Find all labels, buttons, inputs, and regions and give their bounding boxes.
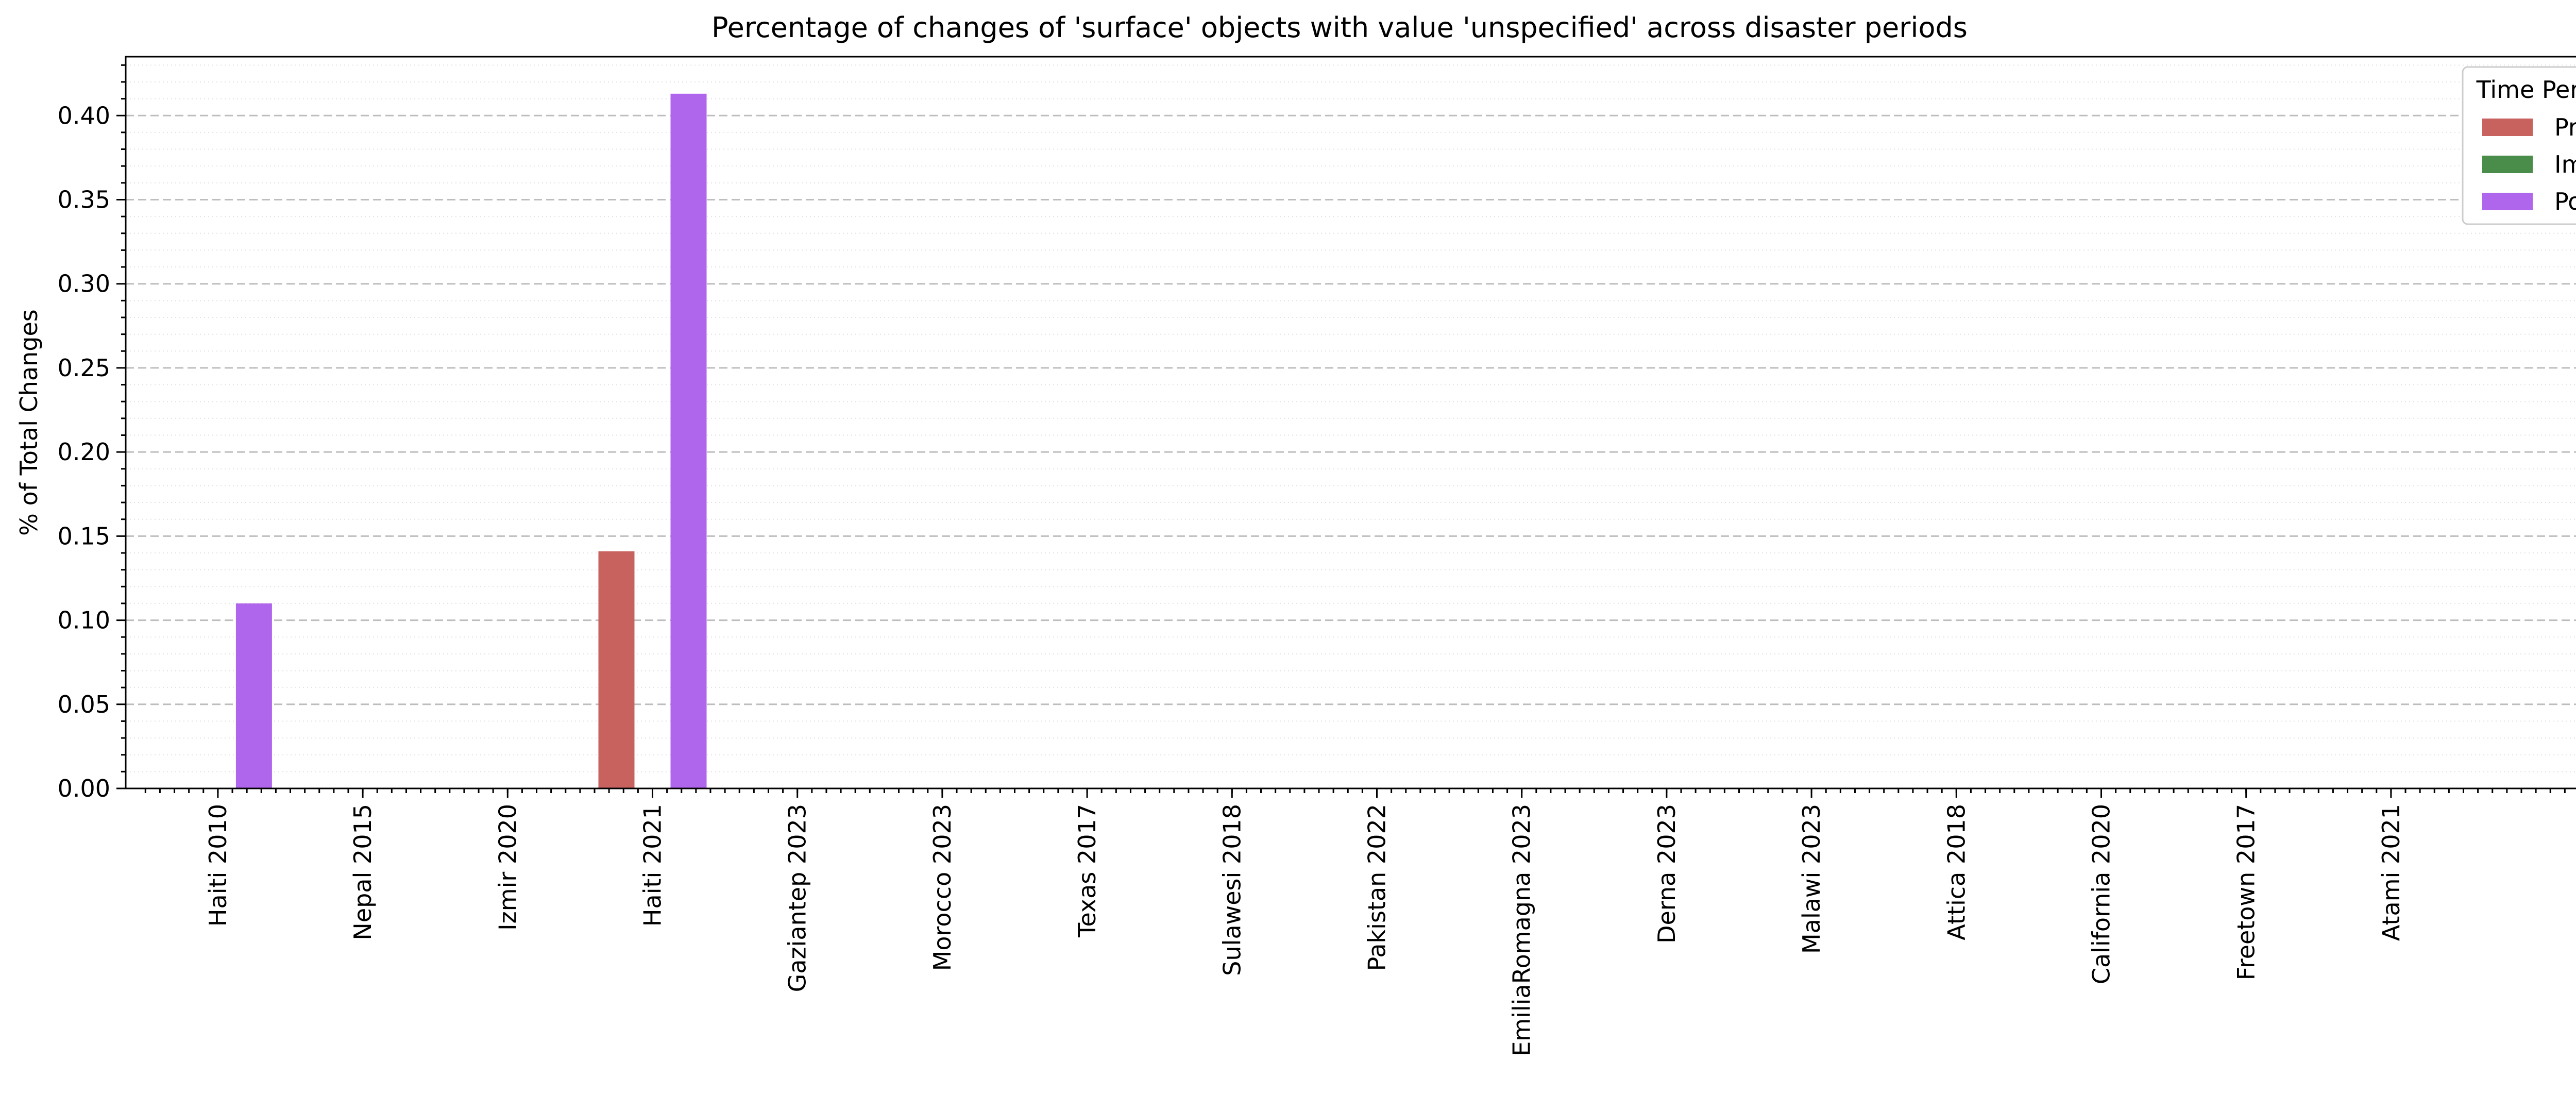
x-tick-label: EmiliaRomagna 2023 — [1508, 804, 1536, 1056]
x-tick-label: Pakistan 2022 — [1363, 804, 1391, 971]
y-axis-label: % of Total Changes — [15, 309, 43, 535]
y-tick-label: 0.15 — [58, 522, 110, 550]
x-tick-label: Derna 2023 — [1653, 804, 1681, 944]
x-tick-label: Gaziantep 2023 — [784, 804, 811, 992]
bars — [235, 93, 707, 789]
x-tick-label: Texas 2017 — [1073, 804, 1101, 938]
y-tick-label: 0.10 — [58, 607, 110, 634]
x-tick-label: California 2020 — [2088, 804, 2115, 984]
x-tick-label: Malawi 2023 — [1798, 804, 1825, 954]
legend-swatch-imm — [2482, 156, 2533, 173]
x-tick-label: Haiti 2010 — [204, 804, 232, 927]
bar-post-haiti-2021 — [670, 93, 707, 789]
legend-label-post: Post — [2554, 188, 2576, 215]
y-tick-label: 0.30 — [58, 270, 110, 298]
x-tick-label: Sulawesi 2018 — [1218, 804, 1246, 976]
x-axis-ticks: Haiti 2010 Nepal 2015 Izmir 2020 Haiti 2021… — [144, 788, 2566, 1056]
legend: Time Period Pre Imm Post — [2462, 66, 2576, 225]
legend-label-pre: Pre — [2554, 113, 2576, 141]
grid-lines — [126, 64, 2576, 772]
y-axis-ticks: 0.00 0.05 0.10 0.15 0.20 0.25 0.30 0.35 0.40 — [58, 64, 126, 802]
x-tick-label: Morocco 2023 — [928, 804, 956, 971]
y-tick-label: 0.20 — [58, 438, 110, 466]
y-tick-label: 0.40 — [58, 102, 110, 129]
x-tick-label: Attica 2018 — [1942, 804, 1970, 940]
bar-post-haiti-2010 — [235, 603, 272, 788]
y-tick-label: 0.05 — [58, 691, 110, 718]
legend-label-imm: Imm — [2554, 150, 2576, 178]
plot-frame — [125, 56, 2576, 789]
legend-box — [2462, 66, 2576, 225]
y-tick-label: 0.35 — [58, 186, 110, 213]
bar-pre-haiti-2021 — [598, 551, 635, 788]
x-tick-label: Freetown 2017 — [2232, 804, 2260, 980]
y-tick-label: 0.25 — [58, 354, 110, 382]
legend-title: Time Period — [2476, 76, 2576, 104]
x-tick-label: Izmir 2020 — [494, 804, 521, 931]
legend-swatch-post — [2482, 193, 2533, 210]
x-tick-label: Haiti 2021 — [639, 804, 667, 927]
legend-items: Pre Imm Post — [2482, 113, 2576, 215]
x-tick-label: Nepal 2015 — [349, 804, 377, 940]
chart-title: Percentage of changes of 'surface' objec… — [711, 11, 1968, 44]
x-tick-label: Atami 2021 — [2377, 804, 2405, 941]
y-tick-label: 0.00 — [58, 775, 110, 802]
legend-swatch-pre — [2482, 119, 2533, 136]
